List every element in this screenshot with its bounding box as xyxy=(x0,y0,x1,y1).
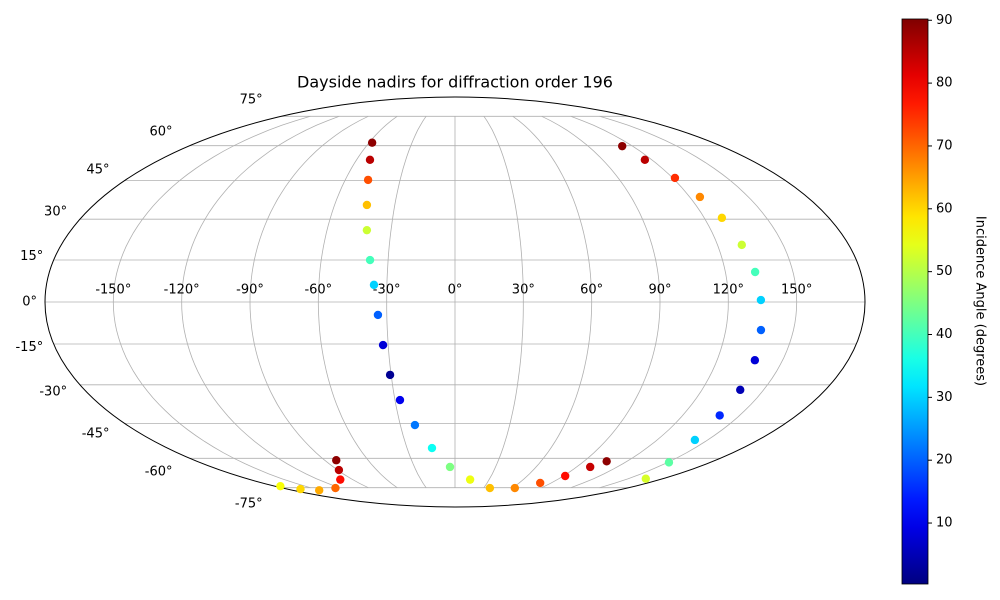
data-point xyxy=(332,456,341,465)
data-point xyxy=(334,465,344,475)
colorbar-tick-label: 50 xyxy=(936,264,953,279)
data-point xyxy=(331,483,340,493)
x-tick-label: 120° xyxy=(713,283,744,298)
y-tick-label: -30° xyxy=(39,385,67,400)
grid-line xyxy=(181,115,340,489)
colorbar-tick-label: 20 xyxy=(936,453,953,468)
grid-line xyxy=(112,115,311,489)
x-tick-label: -120° xyxy=(164,283,200,298)
data-point xyxy=(336,475,345,484)
x-tick-label: 150° xyxy=(781,283,812,298)
x-tick-label: -60° xyxy=(304,283,332,298)
chart-title: Dayside nadirs for diffraction order 196 xyxy=(297,73,613,92)
data-point xyxy=(395,395,405,405)
data-point xyxy=(378,340,388,350)
data-point xyxy=(369,280,379,290)
data-point xyxy=(750,356,760,365)
data-point xyxy=(410,420,420,430)
y-tick-label: 30° xyxy=(44,204,67,219)
y-tick-label: 0° xyxy=(22,295,37,310)
colorbar xyxy=(901,18,929,585)
data-point xyxy=(314,486,324,495)
y-tick-label: -75° xyxy=(235,497,263,512)
grid-line xyxy=(249,115,369,489)
map-boundary xyxy=(44,96,866,508)
grid-line xyxy=(570,115,729,489)
data-point xyxy=(365,155,375,165)
data-point xyxy=(640,155,650,165)
data-point xyxy=(717,213,727,223)
x-tick-label: -150° xyxy=(95,283,131,298)
grid-line xyxy=(512,115,593,489)
data-point xyxy=(690,435,700,445)
colorbar-tick-label: 70 xyxy=(936,138,953,153)
data-point xyxy=(560,471,570,481)
data-point xyxy=(362,200,372,210)
data-point xyxy=(365,255,375,265)
data-point xyxy=(750,267,760,277)
data-point xyxy=(276,481,285,491)
data-point xyxy=(585,462,595,472)
data-point xyxy=(535,478,545,488)
data-point xyxy=(618,141,627,151)
grid-line xyxy=(483,116,524,488)
colorbar-tick-label: 80 xyxy=(936,76,953,91)
data-point xyxy=(641,474,651,483)
colorbar-tick-label: 40 xyxy=(936,327,953,342)
x-tick-label: 90° xyxy=(648,283,671,298)
data-point xyxy=(695,192,705,202)
data-point xyxy=(362,225,372,235)
y-tick-label: -60° xyxy=(145,465,173,480)
y-tick-label: 45° xyxy=(86,162,109,177)
data-point xyxy=(465,475,475,484)
x-tick-label: -90° xyxy=(236,283,264,298)
data-point xyxy=(756,325,766,335)
data-point xyxy=(363,175,373,185)
x-tick-label: 60° xyxy=(580,283,603,298)
data-point xyxy=(715,411,724,420)
colorbar-tick-label: 90 xyxy=(936,13,953,28)
data-point xyxy=(664,458,674,467)
data-point xyxy=(296,484,305,494)
colorbar-tick-label: 10 xyxy=(936,516,953,531)
data-point xyxy=(756,295,766,305)
y-tick-label: 60° xyxy=(149,124,172,139)
y-tick-label: -45° xyxy=(82,427,110,442)
colorbar-tick-label: 60 xyxy=(936,201,953,216)
x-tick-label: -30° xyxy=(373,283,401,298)
data-point xyxy=(736,385,745,395)
data-point xyxy=(510,483,520,493)
colorbar-tick-label: 30 xyxy=(936,390,953,405)
data-point xyxy=(427,443,437,453)
data-point xyxy=(485,483,495,493)
x-tick-label: 0° xyxy=(448,283,463,298)
y-tick-label: -15° xyxy=(15,340,43,355)
grid-line xyxy=(541,115,661,489)
data-point xyxy=(670,173,680,183)
data-point xyxy=(367,138,377,147)
colorbar-label: Incidence Angle (degrees) xyxy=(973,216,988,386)
data-point xyxy=(737,240,746,250)
data-point xyxy=(445,462,455,472)
data-point xyxy=(373,310,383,320)
data-point xyxy=(602,457,611,466)
grid-line xyxy=(317,115,398,489)
data-point xyxy=(385,370,395,380)
y-tick-label: 15° xyxy=(20,249,43,264)
x-tick-label: 30° xyxy=(512,283,535,298)
y-tick-label: 75° xyxy=(240,92,263,107)
grid-line xyxy=(386,116,427,488)
grid-line xyxy=(599,115,798,489)
